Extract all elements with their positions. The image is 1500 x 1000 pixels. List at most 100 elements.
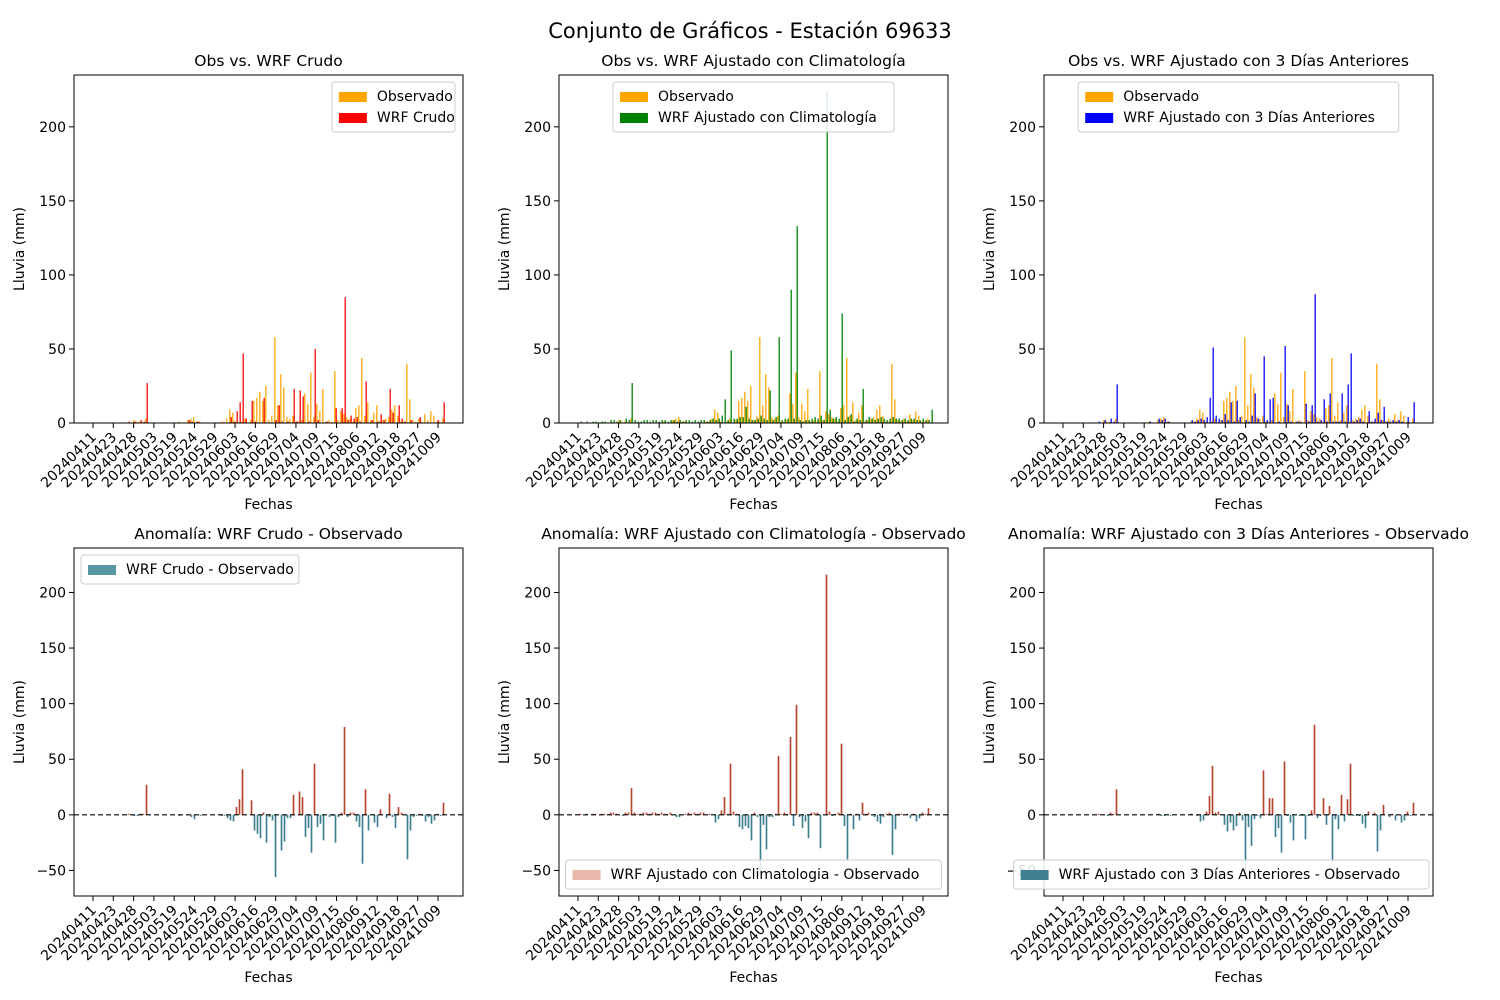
chart-panels: 0501001502002024041120240423202404282024… xyxy=(12,52,1469,986)
bar xyxy=(1283,417,1285,423)
chart-panel-4: −500501001502002024041120240423202404282… xyxy=(12,525,464,986)
series-2 xyxy=(128,297,445,423)
bar xyxy=(783,421,785,423)
bar xyxy=(404,421,406,423)
bar xyxy=(307,814,310,829)
y-tick-label: 150 xyxy=(1009,194,1036,210)
bar xyxy=(610,420,612,423)
bar xyxy=(1335,421,1337,423)
bar xyxy=(817,418,819,423)
bar xyxy=(1391,421,1393,423)
bar xyxy=(688,420,690,423)
bar xyxy=(1392,420,1394,423)
bar xyxy=(1230,402,1232,423)
bar xyxy=(780,421,782,423)
bar xyxy=(603,813,606,815)
bar xyxy=(774,418,776,423)
bar xyxy=(370,420,372,423)
bar xyxy=(798,417,800,423)
bar xyxy=(784,418,786,423)
bar xyxy=(1244,337,1246,423)
axes-frame xyxy=(558,547,949,897)
bar xyxy=(852,814,855,830)
bar xyxy=(699,812,702,815)
bar xyxy=(1382,420,1384,423)
bar xyxy=(241,769,244,815)
bar xyxy=(1334,415,1336,423)
legend-swatch xyxy=(1085,113,1114,123)
bar xyxy=(289,814,292,819)
bar xyxy=(388,417,390,423)
bar xyxy=(397,415,399,423)
bar xyxy=(430,814,433,824)
bar xyxy=(352,812,355,815)
bar xyxy=(1262,415,1264,423)
bar xyxy=(259,391,261,423)
bar xyxy=(415,814,418,816)
bar xyxy=(844,420,846,423)
bar xyxy=(1169,814,1172,816)
legend-swatch xyxy=(338,113,367,123)
legend-label: WRF Ajustado con Climatologia - Observad… xyxy=(611,867,920,883)
bar xyxy=(1158,418,1160,423)
figure-suptitle: Conjunto de Gráficos - Estación 69633 xyxy=(548,19,952,43)
series-1 xyxy=(579,574,930,874)
bar xyxy=(437,420,439,423)
axes-frame xyxy=(73,74,464,424)
bar xyxy=(1388,814,1391,818)
bar xyxy=(1409,421,1411,423)
bar xyxy=(1346,405,1348,423)
bar xyxy=(319,411,321,423)
bar xyxy=(1115,789,1118,815)
bar xyxy=(828,414,830,423)
bar xyxy=(326,421,328,423)
bar xyxy=(718,418,720,423)
bar xyxy=(265,814,268,843)
bar xyxy=(673,420,675,423)
bar xyxy=(1239,417,1241,423)
bar xyxy=(1406,811,1409,815)
bar xyxy=(391,409,393,423)
bar xyxy=(1224,414,1226,423)
bar xyxy=(235,807,238,815)
bar xyxy=(367,402,369,423)
bar xyxy=(778,337,780,423)
bar xyxy=(1256,814,1259,816)
series-1 xyxy=(127,727,445,878)
bar xyxy=(283,387,285,423)
bar xyxy=(1301,421,1303,423)
bar xyxy=(792,814,795,826)
x-axis-label: Fechas xyxy=(244,497,292,513)
bar xyxy=(789,393,791,423)
bar xyxy=(197,421,199,423)
bar xyxy=(592,421,594,423)
bar xyxy=(814,417,816,423)
bar xyxy=(910,418,912,423)
legend-box xyxy=(1013,859,1430,890)
bar xyxy=(245,418,247,423)
bar xyxy=(838,418,840,423)
bar xyxy=(1314,294,1316,423)
bar xyxy=(739,417,741,423)
bar xyxy=(376,405,378,423)
bar xyxy=(1317,421,1319,423)
bar xyxy=(1190,421,1192,423)
bar xyxy=(1206,417,1208,423)
bar xyxy=(1232,400,1234,423)
bar xyxy=(621,814,624,816)
bar xyxy=(912,420,914,423)
bar xyxy=(1373,812,1376,815)
bar xyxy=(864,421,866,423)
bar xyxy=(334,814,337,843)
bar xyxy=(367,814,370,831)
bar xyxy=(616,421,618,423)
bar xyxy=(700,420,702,423)
bar xyxy=(1236,400,1238,423)
bar xyxy=(301,420,303,423)
bar xyxy=(1245,420,1247,423)
bar xyxy=(1148,421,1150,423)
bar xyxy=(612,812,615,815)
bar xyxy=(658,421,660,423)
bar xyxy=(832,418,834,423)
bar xyxy=(274,337,276,423)
